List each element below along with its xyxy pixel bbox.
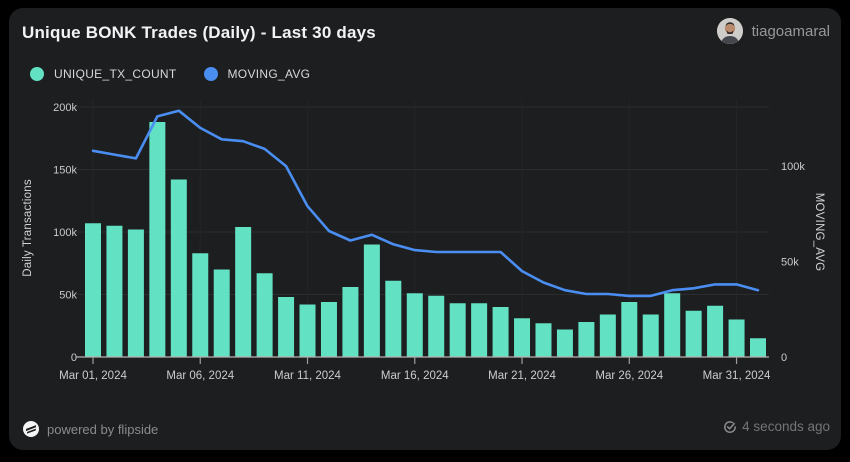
left-axis-tick-label: 0 xyxy=(71,352,77,364)
refresh-status: 4 seconds ago xyxy=(723,419,830,434)
x-axis-tick-label: Mar 06, 2024 xyxy=(166,370,234,382)
bar xyxy=(170,179,187,357)
bar xyxy=(149,122,166,357)
bar xyxy=(385,280,402,357)
avatar[interactable] xyxy=(716,18,743,44)
left-axis-tick-label: 200k xyxy=(53,102,77,114)
right-axis-tick-label: 100k xyxy=(781,161,805,173)
avatar-image xyxy=(716,18,743,44)
legend-dot-teal xyxy=(30,67,44,81)
user-profile[interactable]: tiagoamaral xyxy=(716,18,830,44)
bar xyxy=(213,269,230,357)
bar xyxy=(664,293,681,357)
x-axis-tick-label: Mar 11, 2024 xyxy=(274,370,342,382)
x-axis-tick-label: Mar 16, 2024 xyxy=(381,370,449,382)
flipside-logo-icon xyxy=(23,421,39,437)
bar xyxy=(707,305,724,357)
x-axis-tick-label: Mar 31, 2024 xyxy=(703,370,771,382)
bar xyxy=(621,302,638,357)
right-axis-tick-label: 50k xyxy=(781,257,799,269)
refreshed-check-icon xyxy=(724,420,737,433)
bar xyxy=(750,338,766,357)
x-axis-tick-label: Mar 01, 2024 xyxy=(59,370,127,382)
right-axis-tick-label: 0 xyxy=(781,352,787,364)
bar xyxy=(363,244,380,357)
refreshed-label: 4 seconds ago xyxy=(742,419,830,434)
moving-avg-line xyxy=(91,109,760,298)
x-axis-tick-label: Mar 26, 2024 xyxy=(595,370,663,382)
bar xyxy=(578,322,595,357)
bar xyxy=(556,329,573,357)
x-axis-tick-label: Mar 21, 2024 xyxy=(488,370,556,382)
bar xyxy=(728,319,745,357)
bar xyxy=(256,273,273,357)
bar xyxy=(342,287,359,357)
bar xyxy=(235,227,252,357)
bar xyxy=(106,225,123,357)
chart-title: Unique BONK Trades (Daily) - Last 30 day… xyxy=(22,23,376,42)
bar xyxy=(299,304,316,357)
chart-canvas[interactable]: 0 50k 100k 150k 200k 0 50k 100k Mar 01, 2024 Mar … xyxy=(9,8,841,450)
left-axis-tick-label: 150k xyxy=(53,165,77,177)
legend-label: UNIQUE_TX_COUNT xyxy=(54,67,177,81)
bar xyxy=(514,318,531,357)
bar xyxy=(685,310,702,357)
legend-dot-blue xyxy=(203,67,218,81)
chart-legend: UNIQUE_TX_COUNT MOVING_AVG xyxy=(30,67,310,81)
left-axis-title: Daily Transactions xyxy=(22,179,34,277)
dashboard-card: Unique BONK Trades (Daily) - Last 30 day… xyxy=(9,8,841,450)
bar xyxy=(492,307,509,357)
bar xyxy=(471,303,488,357)
bar xyxy=(320,302,337,357)
bar xyxy=(406,293,423,357)
bar xyxy=(127,229,144,357)
username[interactable]: tiagoamaral xyxy=(751,22,830,40)
bar xyxy=(599,314,616,357)
legend-item-unique-tx-count[interactable]: UNIQUE_TX_COUNT xyxy=(30,67,177,81)
legend-label: MOVING_AVG xyxy=(227,67,311,81)
left-axis-tick-label: 100k xyxy=(53,227,77,239)
bar xyxy=(192,253,209,357)
powered-by-flipside-link[interactable]: powered by flipside xyxy=(23,421,158,437)
right-axis-title: MOVING_AVG xyxy=(813,192,825,272)
bar xyxy=(278,297,295,357)
legend-item-moving-avg[interactable]: MOVING_AVG xyxy=(203,67,311,81)
bar xyxy=(449,303,466,357)
bar xyxy=(535,323,552,357)
bar xyxy=(85,223,101,357)
bar xyxy=(642,314,659,357)
left-axis-tick-label: 50k xyxy=(59,290,77,302)
powered-by-label: powered by flipside xyxy=(47,421,159,437)
bar xyxy=(428,295,445,357)
